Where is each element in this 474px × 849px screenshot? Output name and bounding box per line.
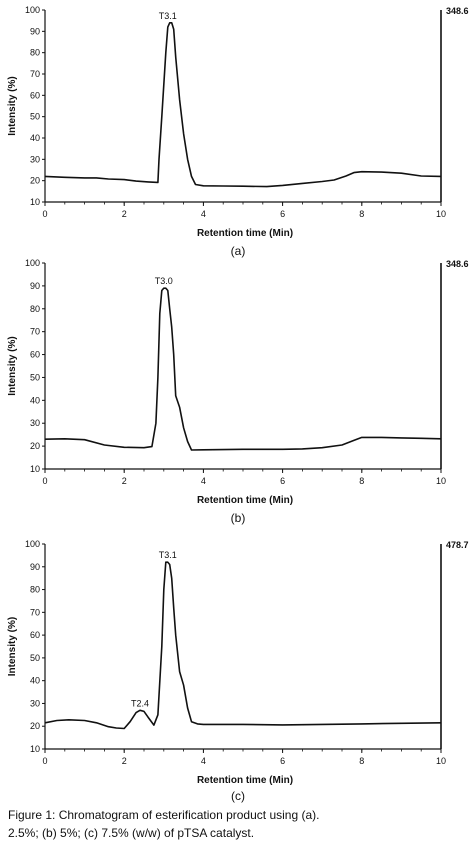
right-axis-label: 348.6 [446,6,469,16]
x-tick-label: 10 [436,476,446,486]
y-tick-label: 90 [30,562,40,572]
x-tick-label: 4 [201,476,206,486]
y-tick-label: 90 [30,281,40,291]
y-tick-label: 30 [30,154,40,164]
x-tick-label: 10 [436,756,446,766]
y-tick-label: 80 [30,304,40,314]
x-tick-label: 0 [42,476,47,486]
y-tick-label: 50 [30,112,40,122]
x-tick-label: 2 [122,756,127,766]
y-tick-label: 40 [30,133,40,143]
y-axis-title: Intensity (%) [7,336,18,395]
caption-line-1: Figure 1: Chromatogram of esterification… [8,808,320,822]
y-tick-label: 40 [30,395,40,405]
y-tick-label: 10 [30,464,40,474]
chromatogram-b: 10 20 30 40 50 60 70 80 90 100 0 2 4 6 8 10 Retention ti… [7,258,469,525]
y-tick-label: 50 [30,653,40,663]
y-tick-label: 10 [30,744,40,754]
y-tick-label: 60 [30,90,40,100]
y-tick-label: 80 [30,585,40,595]
y-tick-label: 20 [30,721,40,731]
x-tick-label: 6 [280,756,285,766]
x-tick-label: 8 [359,756,364,766]
chromatogram-a: 10 20 30 40 50 60 70 80 90 100 0 2 4 6 8 10 Retention ti… [7,5,469,258]
x-tick-label: 4 [201,756,206,766]
x-tick-label: 2 [122,476,127,486]
y-tick-label: 20 [30,441,40,451]
x-tick-label: 6 [280,209,285,219]
chromatogram-trace [44,561,442,730]
panel-label: (b) [231,511,246,525]
peak-label: T3.0 [155,276,173,286]
y-tick-label: 70 [30,607,40,617]
x-axis-title: Retention time (Min) [197,775,293,786]
y-tick-label: 70 [30,69,40,79]
y-tick-label: 100 [25,258,40,268]
x-tick-label: 10 [436,209,446,219]
y-axis-title: Intensity (%) [7,617,18,676]
y-tick-label: 20 [30,176,40,186]
caption-line-2: 2.5%; (b) 5%; (c) 7.5% (w/w) of pTSA cat… [8,826,255,840]
y-tick-label: 50 [30,372,40,382]
y-axis-title: Intensity (%) [7,76,18,135]
y-tick-label: 60 [30,350,40,360]
chromatogram-trace [44,287,442,451]
x-tick-label: 6 [280,476,285,486]
y-tick-label: 40 [30,676,40,686]
figure-caption: Figure 1: Chromatogram of esterification… [8,806,448,842]
x-tick-label: 4 [201,209,206,219]
chromatogram-trace [44,21,442,188]
x-axis-title: Retention time (Min) [197,495,293,506]
peak-label: T2.4 [131,698,149,708]
y-tick-label: 10 [30,197,40,207]
x-tick-label: 0 [42,756,47,766]
y-tick-label: 70 [30,327,40,337]
panel-label: (a) [231,244,246,258]
chromatogram-c: 10 20 30 40 50 60 70 80 90 100 0 2 4 6 8 10 Retention ti… [7,539,469,803]
y-tick-label: 100 [25,539,40,549]
y-tick-label: 90 [30,26,40,36]
y-tick-label: 30 [30,698,40,708]
x-tick-label: 2 [122,209,127,219]
x-tick-label: 0 [42,209,47,219]
peak-label: T3.1 [159,11,177,21]
x-tick-label: 8 [359,209,364,219]
peak-label: T3.1 [159,550,177,560]
x-axis-title: Retention time (Min) [197,228,293,239]
y-tick-label: 100 [25,5,40,15]
right-axis-label: 478.7 [446,540,469,550]
y-tick-label: 80 [30,48,40,58]
y-tick-label: 60 [30,630,40,640]
right-axis-label: 348.6 [446,259,469,269]
panel-label: (c) [231,789,245,803]
x-tick-label: 8 [359,476,364,486]
y-tick-label: 30 [30,418,40,428]
